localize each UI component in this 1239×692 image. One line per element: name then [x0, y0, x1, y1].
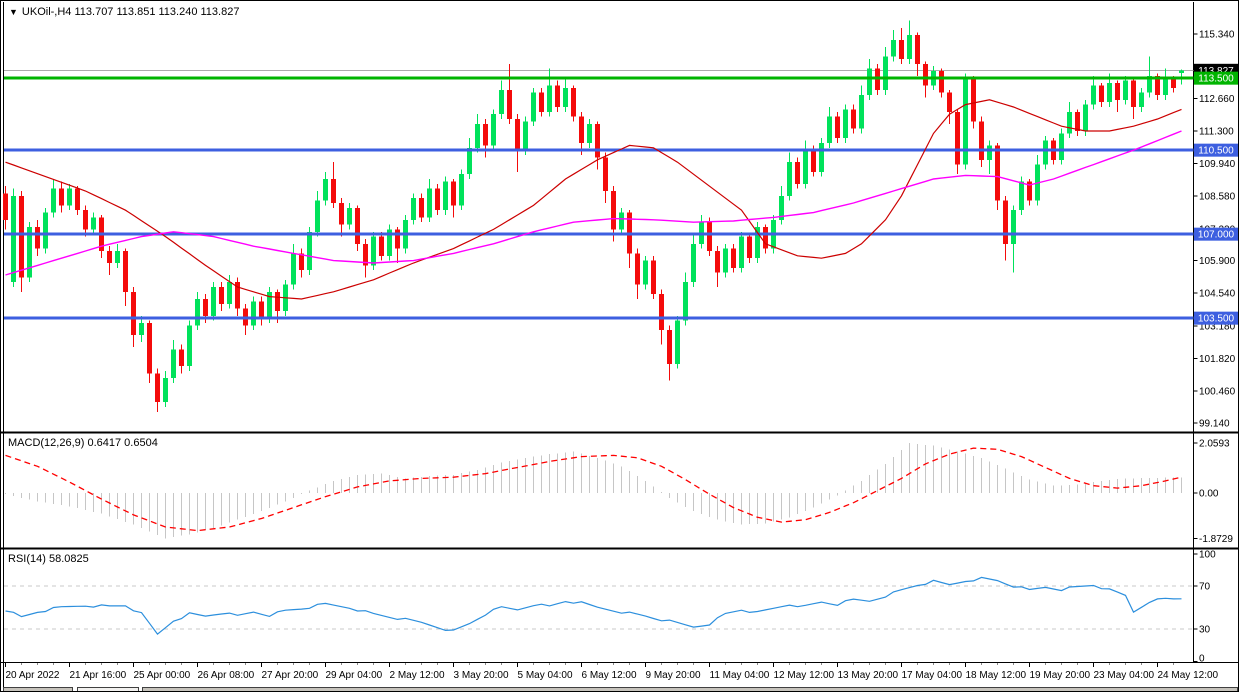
rsi-line [5, 576, 1182, 635]
price-tick-label: 111.300 [1199, 126, 1234, 137]
chart-title: ▼ UKOil-,H4 113.707 113.851 113.240 113.8… [9, 6, 239, 18]
time-tick-label: 2 May 12:00 [390, 670, 445, 681]
time-tick-label: 11 May 04:00 [710, 670, 770, 681]
price-badge: 110.500 [1194, 143, 1238, 157]
price-badge: 103.500 [1194, 311, 1238, 325]
time-tick-label: 27 Apr 20:00 [262, 670, 319, 681]
price-badge-label: 107.000 [1198, 230, 1235, 241]
chart-title-text: UKOil-,H4 113.707 113.851 113.240 113.82… [21, 6, 240, 18]
time-tick-label: 19 May 20:00 [1030, 670, 1091, 681]
time-tick-label: 26 Apr 08:00 [198, 670, 255, 681]
ma-slow-line [5, 130, 1182, 276]
macd-scale-label: -1.8729 [1199, 534, 1233, 545]
symbol-dropdown-icon[interactable]: ▼ [9, 7, 18, 17]
time-tick-label: 6 May 12:00 [582, 670, 637, 681]
ma-fast-line [5, 99, 1182, 300]
time-tick-label: 18 May 12:00 [966, 670, 1027, 681]
rsi-scale-label: 100 [1199, 550, 1216, 561]
chart-tab-bar [1, 687, 1238, 691]
rsi-indicator-label: RSI(14) 58.0825 [8, 553, 89, 565]
price-tick-label: 103.180 [1199, 321, 1236, 332]
time-axis-labels[interactable]: 20 Apr 2022 21 Apr 16:00 25 Apr 00:00 26 Ap… [5, 663, 1219, 681]
price-tick-label: 115.340 [1199, 30, 1235, 41]
macd-histogram [5, 443, 1182, 539]
price-tick-label: 112.660 [1199, 94, 1235, 105]
price-badge: 113.500 [1194, 71, 1238, 85]
chart-tab[interactable] [142, 687, 1238, 691]
time-tick-label: 9 May 20:00 [646, 670, 701, 681]
macd-scale-label: 0.00 [1199, 489, 1219, 500]
time-tick-label: 25 Apr 00:00 [134, 670, 191, 681]
macd-indicator-label: MACD(12,26,9) 0.6417 0.6504 [8, 437, 158, 449]
time-tick-label: 12 May 12:00 [774, 670, 835, 681]
macd-signal-line [5, 447, 1182, 532]
price-tick-label: 105.900 [1199, 256, 1236, 267]
time-tick-label: 13 May 20:00 [838, 670, 899, 681]
price-tick-label: 108.580 [1199, 192, 1236, 203]
time-tick-label: 5 May 04:00 [518, 670, 573, 681]
price-axis-labels[interactable]: 115.340112.660111.300109.940108.580107.2… [1193, 30, 1236, 665]
time-tick-label: 24 May 12:00 [1158, 670, 1219, 681]
price-badge-label: 113.500 [1198, 74, 1234, 85]
price-badge-label: 103.500 [1198, 314, 1235, 325]
time-tick-label: 21 Apr 16:00 [70, 670, 127, 681]
rsi-scale-label: 70 [1199, 582, 1211, 593]
price-tick-label: 100.460 [1199, 387, 1236, 398]
time-tick-label: 29 Apr 04:00 [326, 670, 383, 681]
chart-tab[interactable] [3, 687, 73, 691]
price-tick-label: 109.940 [1199, 159, 1236, 170]
price-badge-label: 113.827 [1198, 66, 1234, 77]
time-tick-label: 20 Apr 2022 [6, 670, 60, 681]
chart-tab-active[interactable] [77, 687, 139, 691]
macd-scale-label: 2.0593 [1199, 439, 1230, 450]
rsi-scale-label: 0 [1199, 654, 1205, 665]
time-tick-label: 23 May 04:00 [1094, 670, 1155, 681]
price-tick-label: 99.140 [1199, 418, 1230, 429]
price-badge: 107.000 [1194, 227, 1238, 241]
time-tick-label: 3 May 20:00 [454, 670, 509, 681]
rsi-scale-label: 30 [1199, 625, 1211, 636]
time-tick-label: 17 May 04:00 [902, 670, 963, 681]
price-tick-label: 101.820 [1199, 354, 1236, 365]
price-tick-label: 104.540 [1199, 289, 1236, 300]
price-badge-label: 110.500 [1198, 146, 1234, 157]
